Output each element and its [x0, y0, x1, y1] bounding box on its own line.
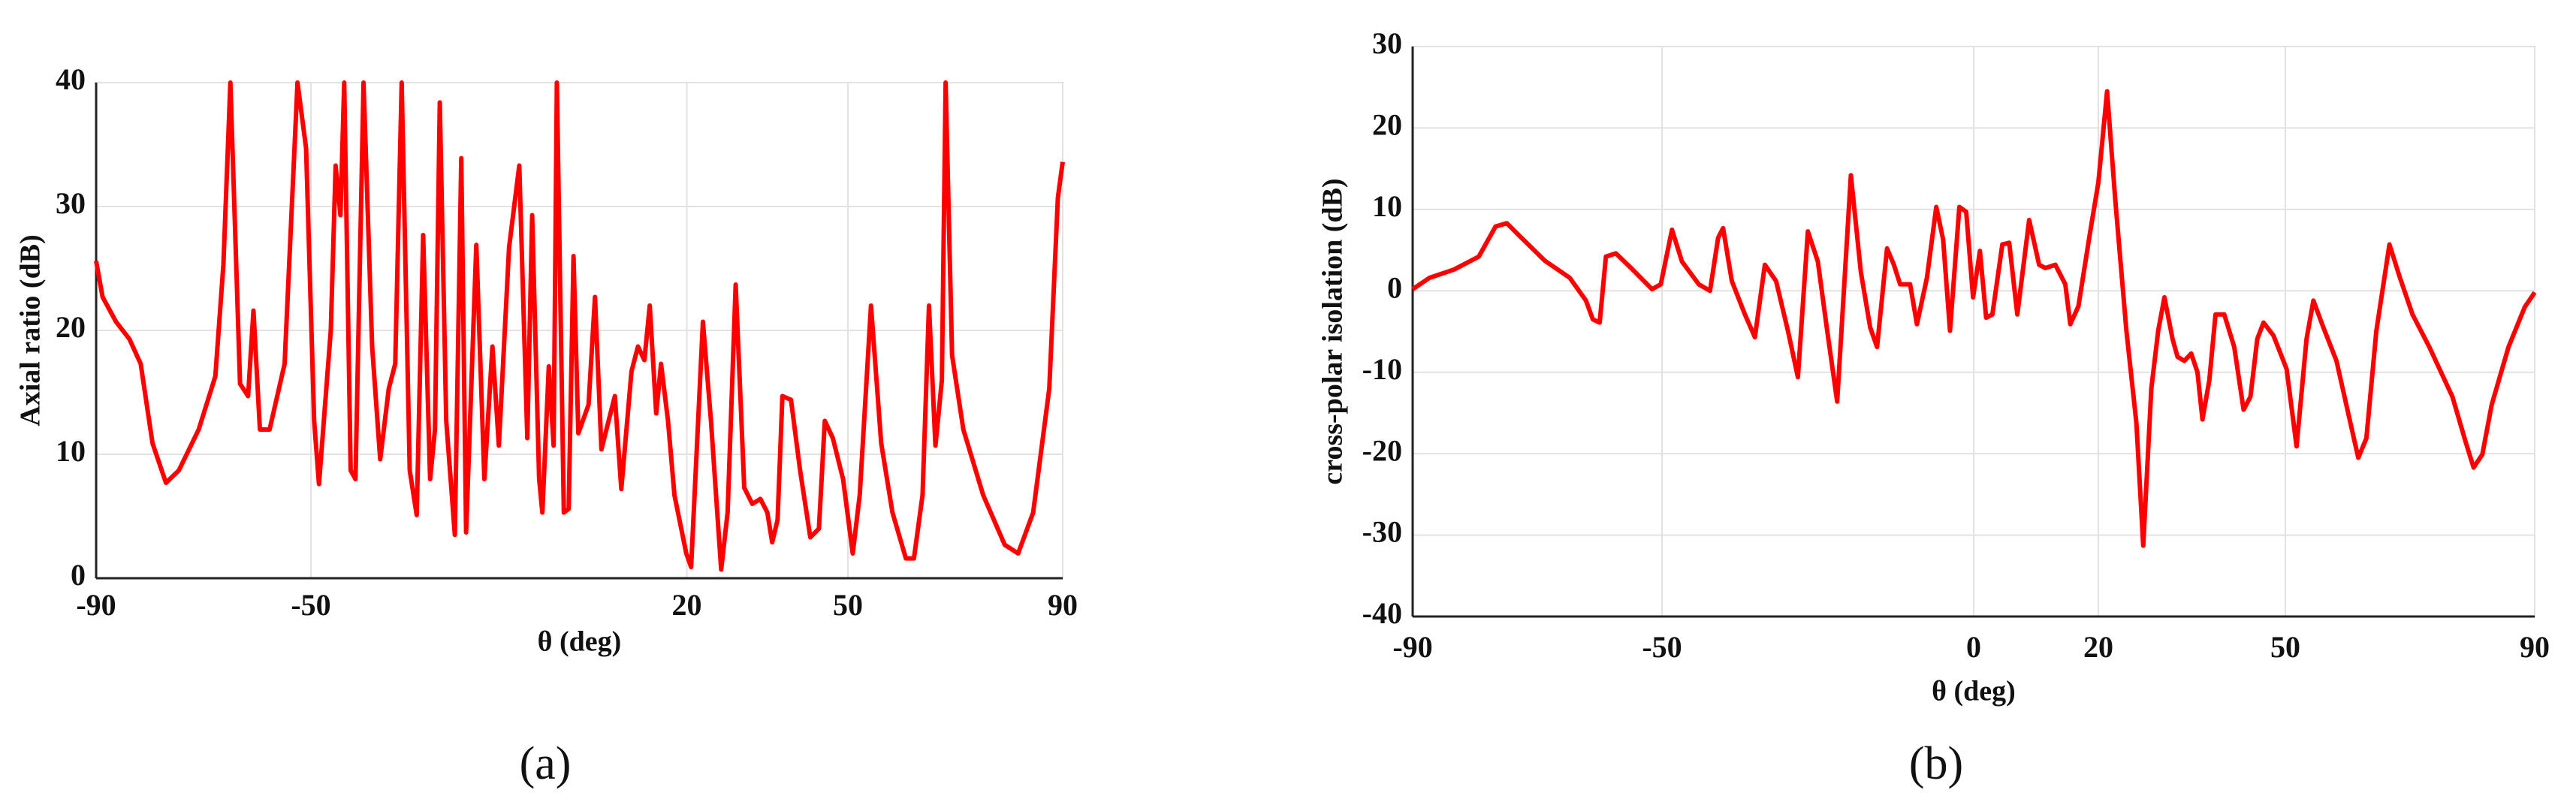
- y-tick-label: -30: [1362, 515, 1402, 549]
- y-tick-label: -20: [1362, 433, 1402, 467]
- x-tick-label: -90: [76, 588, 116, 622]
- data-line: [94, 80, 1065, 572]
- x-tick-label: 50: [2270, 630, 2300, 664]
- caption: (a): [520, 738, 572, 789]
- x-tick-label: 90: [2520, 630, 2550, 664]
- y-axis-label: cross-polar isolation (dB): [1317, 178, 1349, 484]
- y-tick-label: 10: [1372, 189, 1402, 223]
- x-axis-label: θ (deg): [538, 626, 622, 658]
- x-tick-label: -50: [1642, 630, 1682, 664]
- y-axis-label: Axial ratio (dB): [15, 234, 47, 426]
- y-tick-label: 20: [56, 310, 86, 344]
- x-tick-label: 20: [2083, 630, 2113, 664]
- x-tick-label: 20: [672, 588, 702, 622]
- x-axis-label: θ (deg): [1932, 676, 2016, 707]
- y-tick-label: -10: [1362, 352, 1402, 386]
- x-tick-label: -50: [291, 588, 330, 622]
- caption: (b): [1909, 738, 1963, 789]
- x-tick-label: -90: [1392, 630, 1432, 664]
- y-tick-label: -40: [1362, 596, 1402, 630]
- y-tick-label: 30: [56, 186, 86, 220]
- y-tick-label: 0: [1387, 270, 1402, 304]
- y-tick-label: 40: [56, 62, 86, 96]
- x-tick-label: 90: [1048, 588, 1078, 622]
- x-tick-label: 50: [833, 588, 863, 622]
- y-tick-label: 10: [56, 434, 86, 468]
- y-tick-label: 0: [71, 558, 86, 592]
- y-tick-label: 20: [1372, 108, 1402, 142]
- x-tick-label: 0: [1966, 630, 1981, 664]
- y-tick-label: 30: [1372, 26, 1402, 60]
- data-line: [1411, 89, 2537, 548]
